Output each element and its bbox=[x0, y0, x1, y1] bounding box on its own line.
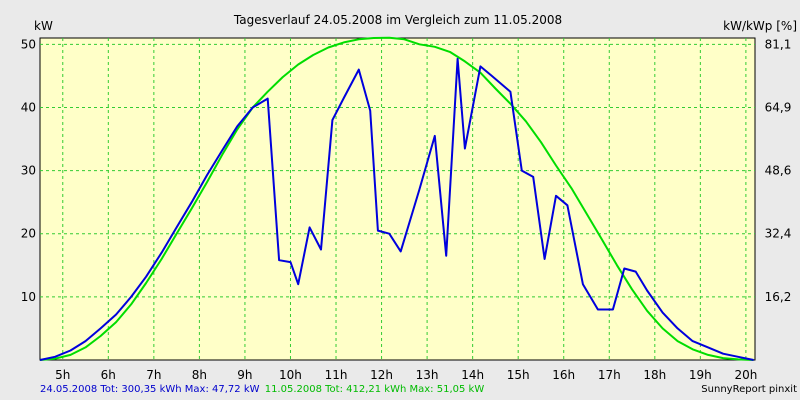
y-axis-right-label: kW/kWp [%] bbox=[723, 19, 797, 33]
legend-series-11-05-2008: 11.05.2008 Tot: 412,21 kWh Max: 51,05 kW bbox=[265, 384, 485, 395]
grid-lines bbox=[40, 38, 755, 360]
x-tick-label: 20h bbox=[734, 368, 757, 382]
credit-text: SunnyReport pinxit bbox=[701, 384, 797, 395]
series-line-11-05-2008 bbox=[39, 36, 754, 361]
x-tick-label: 19h bbox=[689, 368, 712, 382]
footer-legend: 24.05.2008 Tot: 300,35 kWh Max: 47,72 kW… bbox=[40, 384, 484, 395]
x-tick-label: 11h bbox=[325, 368, 348, 382]
axis-tick-labels: 5h 6h 7h 8h 9h 10h 11h 12h 13h 14h 15h 16h 17h 18h 19h… bbox=[21, 37, 792, 382]
y-axis-left-label: kW bbox=[34, 19, 53, 33]
y-tick-label-left: 30 bbox=[21, 164, 36, 178]
x-tick-label: 6h bbox=[101, 368, 116, 382]
series-layer bbox=[39, 36, 754, 361]
x-tick-label: 5h bbox=[55, 368, 70, 382]
plot-area bbox=[39, 37, 756, 361]
x-tick-label: 8h bbox=[192, 368, 207, 382]
y-tick-label-left: 10 bbox=[21, 290, 36, 304]
x-tick-label: 14h bbox=[461, 368, 484, 382]
x-tick-label: 17h bbox=[598, 368, 621, 382]
x-tick-label: 15h bbox=[507, 368, 530, 382]
y-tick-label-right: 16,2 bbox=[765, 290, 792, 304]
y-tick-label-right: 32,4 bbox=[765, 227, 792, 241]
x-tick-label: 16h bbox=[552, 368, 575, 382]
y-tick-label-left: 20 bbox=[21, 227, 36, 241]
x-tick-label: 7h bbox=[146, 368, 161, 382]
legend-series-24-05-2008: 24.05.2008 Tot: 300,35 kWh Max: 47,72 kW bbox=[40, 384, 260, 395]
y-tick-label-left: 40 bbox=[21, 100, 36, 114]
x-tick-label: 13h bbox=[416, 368, 439, 382]
x-tick-label: 10h bbox=[279, 368, 302, 382]
y-tick-label-right: 81,1 bbox=[765, 37, 792, 51]
y-tick-label-left: 50 bbox=[21, 37, 36, 51]
x-tick-label: 18h bbox=[643, 368, 666, 382]
chart-title: Tagesverlauf 24.05.2008 im Vergleich zum… bbox=[233, 13, 562, 27]
x-tick-label: 9h bbox=[237, 368, 252, 382]
series-line-24-05-2008 bbox=[39, 57, 754, 361]
y-tick-label-right: 48,6 bbox=[765, 164, 792, 178]
y-tick-label-right: 64,9 bbox=[765, 100, 792, 114]
x-tick-label: 12h bbox=[370, 368, 393, 382]
